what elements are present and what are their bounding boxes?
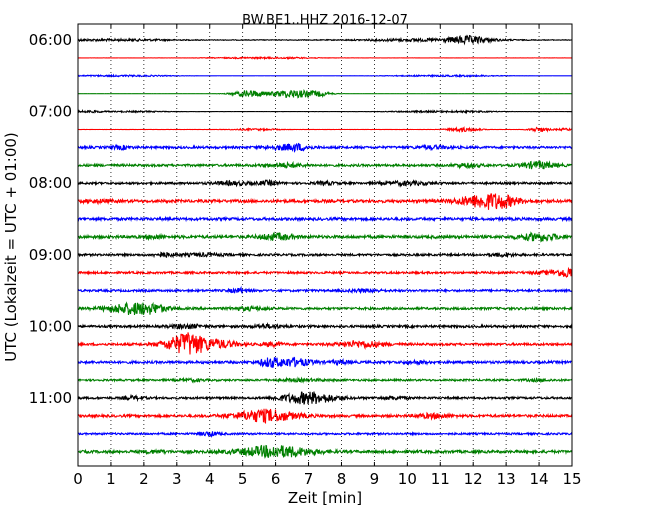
seismogram-traces bbox=[77, 34, 573, 459]
trace-0600 bbox=[77, 34, 573, 46]
trace-1045 bbox=[77, 376, 573, 384]
trace-0930 bbox=[77, 285, 573, 295]
x-tick-label: 2 bbox=[139, 470, 149, 488]
trace-0815 bbox=[77, 193, 573, 210]
trace-1000 bbox=[77, 322, 573, 331]
x-axis: 0 1 2 3 4 5 6 7 8 9 10 11 12 13 14 15 bbox=[73, 24, 582, 488]
x-tick-label: 12 bbox=[464, 470, 483, 488]
x-tick-label: 10 bbox=[398, 470, 417, 488]
x-tick-label: 1 bbox=[106, 470, 116, 488]
y-axis-label: UTC (Lokalzeit = UTC + 01:00) bbox=[2, 132, 20, 362]
y-tick-label: 10:00 bbox=[29, 317, 72, 335]
x-tick-label: 6 bbox=[271, 470, 281, 488]
y-axis: 06:00 07:00 08:00 09:00 10:00 11:00 bbox=[29, 31, 572, 407]
trace-1115 bbox=[77, 408, 573, 425]
trace-0915 bbox=[77, 266, 573, 278]
trace-0745 bbox=[77, 160, 573, 170]
trace-1030 bbox=[77, 356, 573, 368]
chart-title: BW.BE1..HHZ 2016-12-07 bbox=[242, 13, 408, 28]
x-tick-label: 15 bbox=[562, 470, 581, 488]
trace-0645 bbox=[77, 88, 572, 100]
vertical-grid bbox=[110, 24, 540, 466]
trace-1145 bbox=[77, 444, 573, 459]
trace-1015 bbox=[77, 332, 573, 355]
y-tick-label: 06:00 bbox=[29, 31, 72, 49]
y-tick-label: 07:00 bbox=[29, 103, 72, 121]
trace-0730 bbox=[77, 142, 573, 153]
x-tick-label: 13 bbox=[497, 470, 516, 488]
trace-0845 bbox=[77, 231, 573, 243]
y-tick-label: 11:00 bbox=[29, 389, 72, 407]
x-tick-label: 4 bbox=[205, 470, 215, 488]
trace-1100 bbox=[77, 391, 573, 405]
trace-0800 bbox=[77, 178, 573, 188]
plot-frame bbox=[77, 23, 573, 467]
y-tick-label: 09:00 bbox=[29, 246, 72, 264]
trace-0630 bbox=[77, 73, 573, 79]
x-tick-label: 0 bbox=[73, 470, 83, 488]
x-tick-label: 5 bbox=[238, 470, 248, 488]
x-axis-label: Zeit [min] bbox=[288, 489, 362, 507]
x-tick-label: 11 bbox=[431, 470, 450, 488]
trace-0615 bbox=[77, 55, 573, 61]
trace-0715 bbox=[77, 126, 573, 133]
trace-0700 bbox=[77, 109, 573, 115]
x-tick-label: 14 bbox=[530, 470, 549, 488]
x-tick-label: 9 bbox=[370, 470, 380, 488]
x-tick-label: 3 bbox=[172, 470, 182, 488]
trace-0945 bbox=[77, 301, 573, 316]
trace-0900 bbox=[77, 251, 573, 259]
trace-0830 bbox=[77, 215, 573, 223]
y-tick-label: 08:00 bbox=[29, 174, 72, 192]
trace-1130 bbox=[77, 430, 573, 438]
x-tick-label: 8 bbox=[337, 470, 347, 488]
x-tick-label: 7 bbox=[304, 470, 314, 488]
